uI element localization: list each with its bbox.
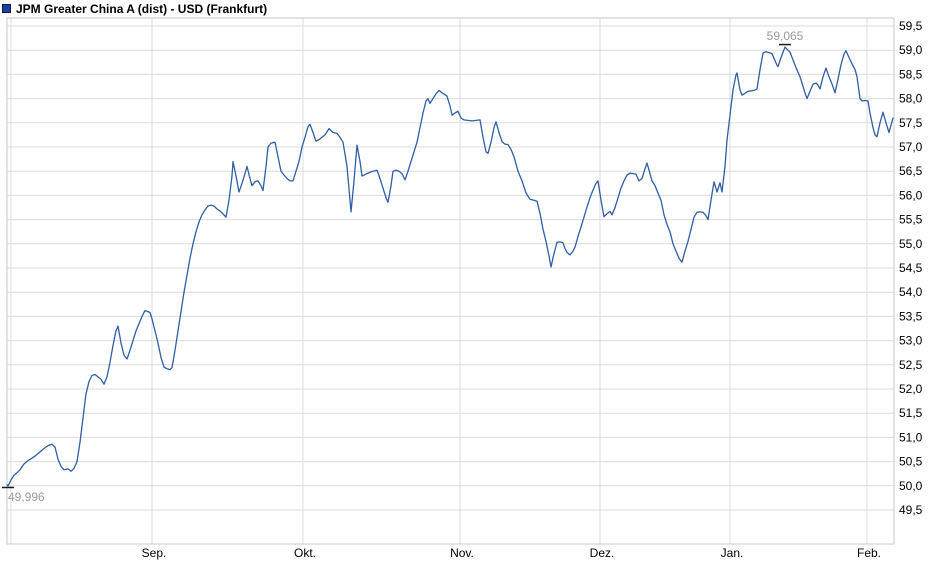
y-axis-label: 53,5 (899, 309, 923, 323)
y-axis-label: 52,5 (899, 358, 923, 372)
x-axis-label: Dez. (590, 546, 615, 560)
y-axis-label: 50,0 (899, 479, 923, 493)
y-axis-label: 54,5 (899, 261, 923, 275)
low-annotation-label: 49,996 (8, 490, 45, 504)
y-axis-label: 57,0 (899, 140, 923, 154)
y-axis-label: 55,0 (899, 237, 923, 251)
x-axis-label: Feb. (857, 546, 881, 560)
y-axis-label: 49,5 (899, 503, 923, 517)
y-axis-label: 52,0 (899, 382, 923, 396)
y-axis-label: 51,5 (899, 406, 923, 420)
y-axis-label: 56,5 (899, 164, 923, 178)
y-axis-label: 59,5 (899, 19, 923, 33)
y-axis-label: 51,0 (899, 430, 923, 444)
chart-title: JPM Greater China A (dist) - USD (Frankf… (16, 1, 268, 16)
x-axis-label: Sep. (142, 546, 167, 560)
high-annotation-label: 59,065 (767, 29, 804, 43)
plot-border (6, 17, 895, 545)
x-axis-label: Nov. (450, 546, 474, 560)
y-axis-label: 57,5 (899, 116, 923, 130)
y-axis-label: 54,0 (899, 285, 923, 299)
y-axis-label: 59,0 (899, 43, 923, 57)
y-axis-label: 56,0 (899, 188, 923, 202)
y-axis-label: 58,0 (899, 92, 923, 106)
x-axis-label: Jan. (721, 546, 744, 560)
price-line (6, 46, 894, 487)
series-swatch-icon (2, 4, 11, 13)
y-axis-label: 58,5 (899, 67, 923, 81)
chart-legend: JPM Greater China A (dist) - USD (Frankf… (2, 1, 268, 16)
y-axis-label: 53,0 (899, 334, 923, 348)
x-axis-label: Okt. (294, 546, 316, 560)
y-axis-label: 50,5 (899, 455, 923, 469)
y-axis-label: 55,5 (899, 213, 923, 227)
